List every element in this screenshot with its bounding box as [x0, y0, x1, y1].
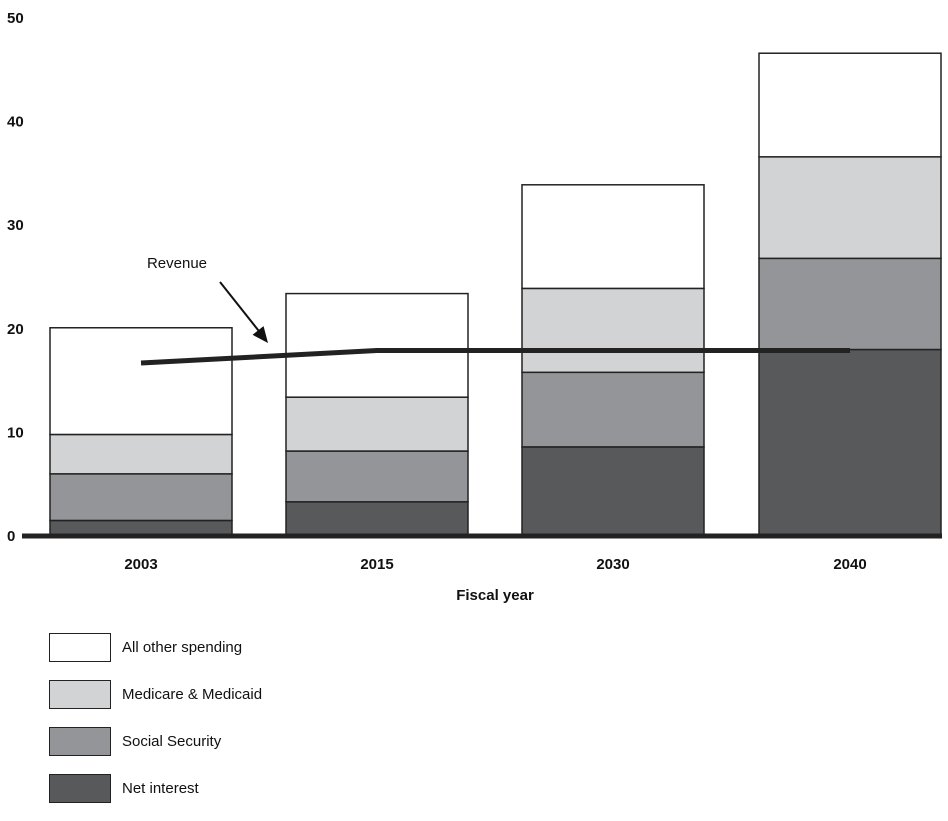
- bar-stack-2015: [285, 292, 469, 537]
- bar-segment-medicare-medicaid: [758, 156, 942, 260]
- revenue-annotation-arrow: [219, 281, 263, 336]
- bar-segment-social-security: [49, 473, 233, 522]
- bar-segment-social-security: [285, 450, 469, 503]
- legend-label: All other spending: [122, 639, 243, 656]
- x-tick-label: 2003: [124, 556, 157, 573]
- bar-segment-all-other-spending: [758, 52, 942, 158]
- bar-segment-medicare-medicaid: [521, 287, 705, 374]
- legend-swatch: [49, 633, 111, 662]
- bar-segment-net-interest: [758, 348, 942, 537]
- y-tick-label: 30: [7, 217, 24, 234]
- bar-segment-net-interest: [285, 501, 469, 537]
- bars: [49, 52, 942, 537]
- x-tick-label: 2040: [833, 556, 866, 573]
- bar-segment-all-other-spending: [49, 327, 233, 436]
- y-tick-label: 10: [7, 424, 24, 441]
- y-tick-label: 40: [7, 114, 24, 131]
- x-tick-label: 2015: [360, 556, 393, 573]
- bar-stack-2030: [521, 184, 705, 537]
- x-axis-ticks: 2003 2015 2030 2040: [124, 556, 866, 573]
- x-axis-title: Fiscal year: [456, 587, 534, 604]
- bar-segment-all-other-spending: [521, 184, 705, 290]
- bar-segment-all-other-spending: [285, 292, 469, 398]
- revenue-annotation-arrowhead: [252, 326, 268, 343]
- bar-segment-net-interest: [521, 446, 705, 537]
- y-axis-ticks: 0 10 20 30 40 50: [7, 10, 24, 545]
- bar-stack-2040: [758, 52, 942, 537]
- y-tick-label: 50: [7, 10, 24, 27]
- legend-label: Social Security: [122, 733, 222, 750]
- revenue-annotation-label: Revenue: [147, 255, 207, 272]
- bar-segment-social-security: [521, 371, 705, 448]
- bar-stack-2003: [49, 327, 233, 537]
- x-tick-label: 2030: [596, 556, 629, 573]
- legend-label: Net interest: [122, 780, 199, 797]
- bar-segment-medicare-medicaid: [285, 396, 469, 452]
- bar-segment-social-security: [758, 257, 942, 351]
- legend-swatch: [49, 727, 111, 756]
- legend-label: Medicare & Medicaid: [122, 686, 263, 703]
- revenue-line: [140, 348, 850, 366]
- y-tick-label: 0: [7, 528, 15, 545]
- y-tick-label: 20: [7, 321, 24, 338]
- legend-swatch: [49, 774, 111, 803]
- bar-segment-medicare-medicaid: [49, 433, 233, 475]
- legend-swatch: [49, 680, 111, 709]
